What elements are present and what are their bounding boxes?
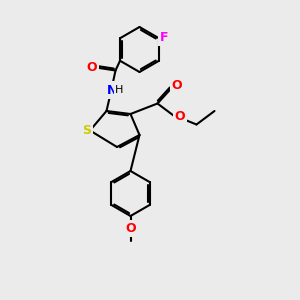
Text: O: O [125,222,136,235]
Text: H: H [115,85,124,95]
Text: O: O [175,110,185,124]
Text: F: F [160,31,169,44]
Text: O: O [172,79,182,92]
Text: O: O [86,61,97,74]
Text: N: N [107,83,118,97]
Text: S: S [82,124,91,137]
